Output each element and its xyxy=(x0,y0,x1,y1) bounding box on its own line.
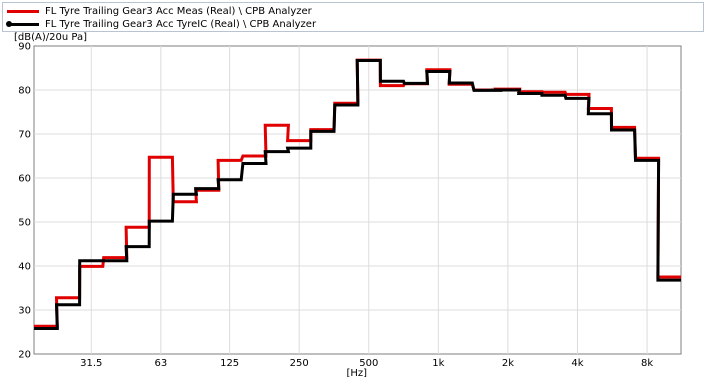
grid-lines xyxy=(34,46,681,354)
legend-swatch-tyreic xyxy=(6,21,39,27)
x-tick-label: 8k xyxy=(641,358,653,369)
legend-swatch-meas xyxy=(7,10,39,13)
x-axis-ticks: 31.5 63 125 250 500 1k 2k 4k 8k xyxy=(80,358,653,369)
x-tick-label: 250 xyxy=(290,358,309,369)
y-tick-label: 70 xyxy=(18,130,31,141)
x-tick-label: 1k xyxy=(432,358,444,369)
x-axis-label: [Hz] xyxy=(346,368,367,377)
legend-entry-tyreic[interactable]: FL Tyre Trailing Gear3 Acc TyreIC (Real)… xyxy=(6,18,317,31)
y-tick-label: 90 xyxy=(18,42,31,53)
y-tick-label: 60 xyxy=(18,174,31,185)
y-tick-label: 50 xyxy=(18,218,31,229)
y-tick-label: 40 xyxy=(18,262,31,273)
x-tick-label: 2k xyxy=(502,358,514,369)
y-tick-label: 20 xyxy=(18,350,31,361)
x-tick-label: 63 xyxy=(154,358,167,369)
y-axis-label: [dB(A)/20u Pa] xyxy=(14,32,87,43)
x-tick-label: 500 xyxy=(359,358,378,369)
legend-label-meas: FL Tyre Trailing Gear3 Acc Meas (Real) \… xyxy=(45,6,312,17)
series-layer xyxy=(34,58,681,330)
x-tick-label: 4k xyxy=(571,358,583,369)
x-tick-label: 125 xyxy=(220,358,239,369)
legend: FL Tyre Trailing Gear3 Acc Meas (Real) \… xyxy=(2,2,704,32)
series-line-tyreic[interactable] xyxy=(34,59,681,330)
legend-marker-dot xyxy=(6,21,12,27)
legend-label-tyreic: FL Tyre Trailing Gear3 Acc TyreIC (Real)… xyxy=(45,19,317,30)
y-tick-label: 80 xyxy=(18,86,31,97)
y-tick-label: 30 xyxy=(18,306,31,317)
y-axis-ticks: 20 30 40 50 60 70 80 90 xyxy=(18,42,31,361)
x-tick-label: 31.5 xyxy=(80,358,102,369)
legend-entry-meas[interactable]: FL Tyre Trailing Gear3 Acc Meas (Real) \… xyxy=(7,5,312,18)
